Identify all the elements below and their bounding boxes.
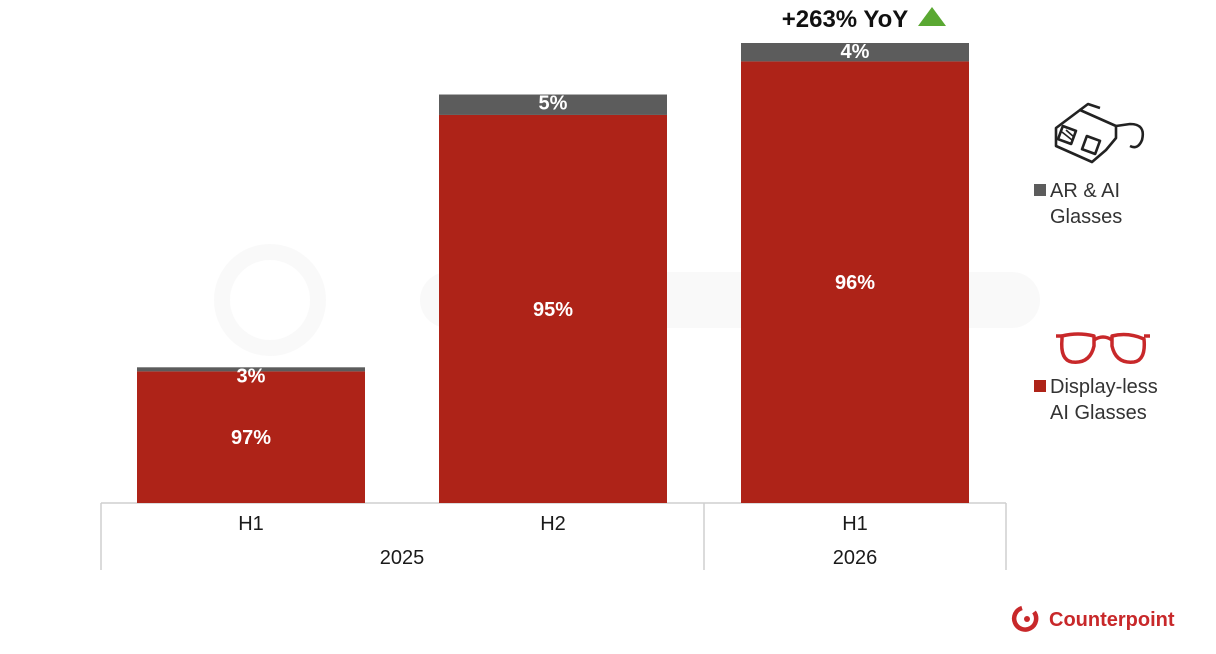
bars-layer: 97% 3% 95% 5% 96% 4%	[137, 41, 969, 504]
up-triangle-icon	[918, 7, 946, 26]
data-label-ar-ai-2: 4%	[841, 41, 870, 63]
legend-label-ar-ai-line2: Glasses	[1050, 206, 1122, 228]
data-label-display-less-1: 95%	[533, 299, 573, 321]
brand-name: Counterpoint	[1049, 609, 1175, 631]
bar-segment-ar-ai-2	[741, 43, 969, 62]
data-label-display-less-2: 96%	[835, 272, 875, 294]
legend-swatch-display-less	[1034, 380, 1046, 392]
yoy-label: +263% YoY	[782, 6, 909, 33]
data-label-ar-ai-0: 3%	[237, 365, 266, 387]
brand-logo: Counterpoint	[1011, 605, 1175, 632]
legend-swatch-ar-ai	[1034, 184, 1046, 196]
counterpoint-logo-icon	[1011, 605, 1039, 632]
x-tick-label-1: H2	[540, 513, 566, 535]
bar-segment-display-less-2	[741, 61, 969, 504]
yoy-annotation: +263% YoY	[782, 6, 946, 33]
bar-segment-ar-ai-0	[137, 367, 365, 372]
category-axis: H1 H2 H1 2025 2026	[100, 502, 1007, 570]
group-label-2026: 2026	[833, 547, 878, 569]
group-label-2025: 2025	[380, 547, 425, 569]
data-label-display-less-0: 97%	[231, 427, 271, 449]
x-tick-label-0: H1	[238, 513, 264, 535]
legend-label-ar-ai-line1: AR & AI	[1050, 180, 1120, 202]
bar-segment-ar-ai-1	[439, 94, 667, 115]
legend: AR & AI Glasses Display-less AI Glasses	[1034, 102, 1158, 424]
eyeglasses-icon	[1056, 332, 1150, 364]
legend-label-display-less-line2: AI Glasses	[1050, 402, 1147, 424]
legend-label-display-less-line1: Display-less	[1050, 376, 1158, 398]
x-tick-label-2: H1	[842, 513, 868, 535]
bar-segment-display-less-1	[439, 114, 667, 503]
data-label-ar-ai-1: 5%	[539, 93, 568, 115]
bar-segment-display-less-0	[137, 371, 365, 503]
3d-glasses-icon	[1054, 102, 1145, 164]
